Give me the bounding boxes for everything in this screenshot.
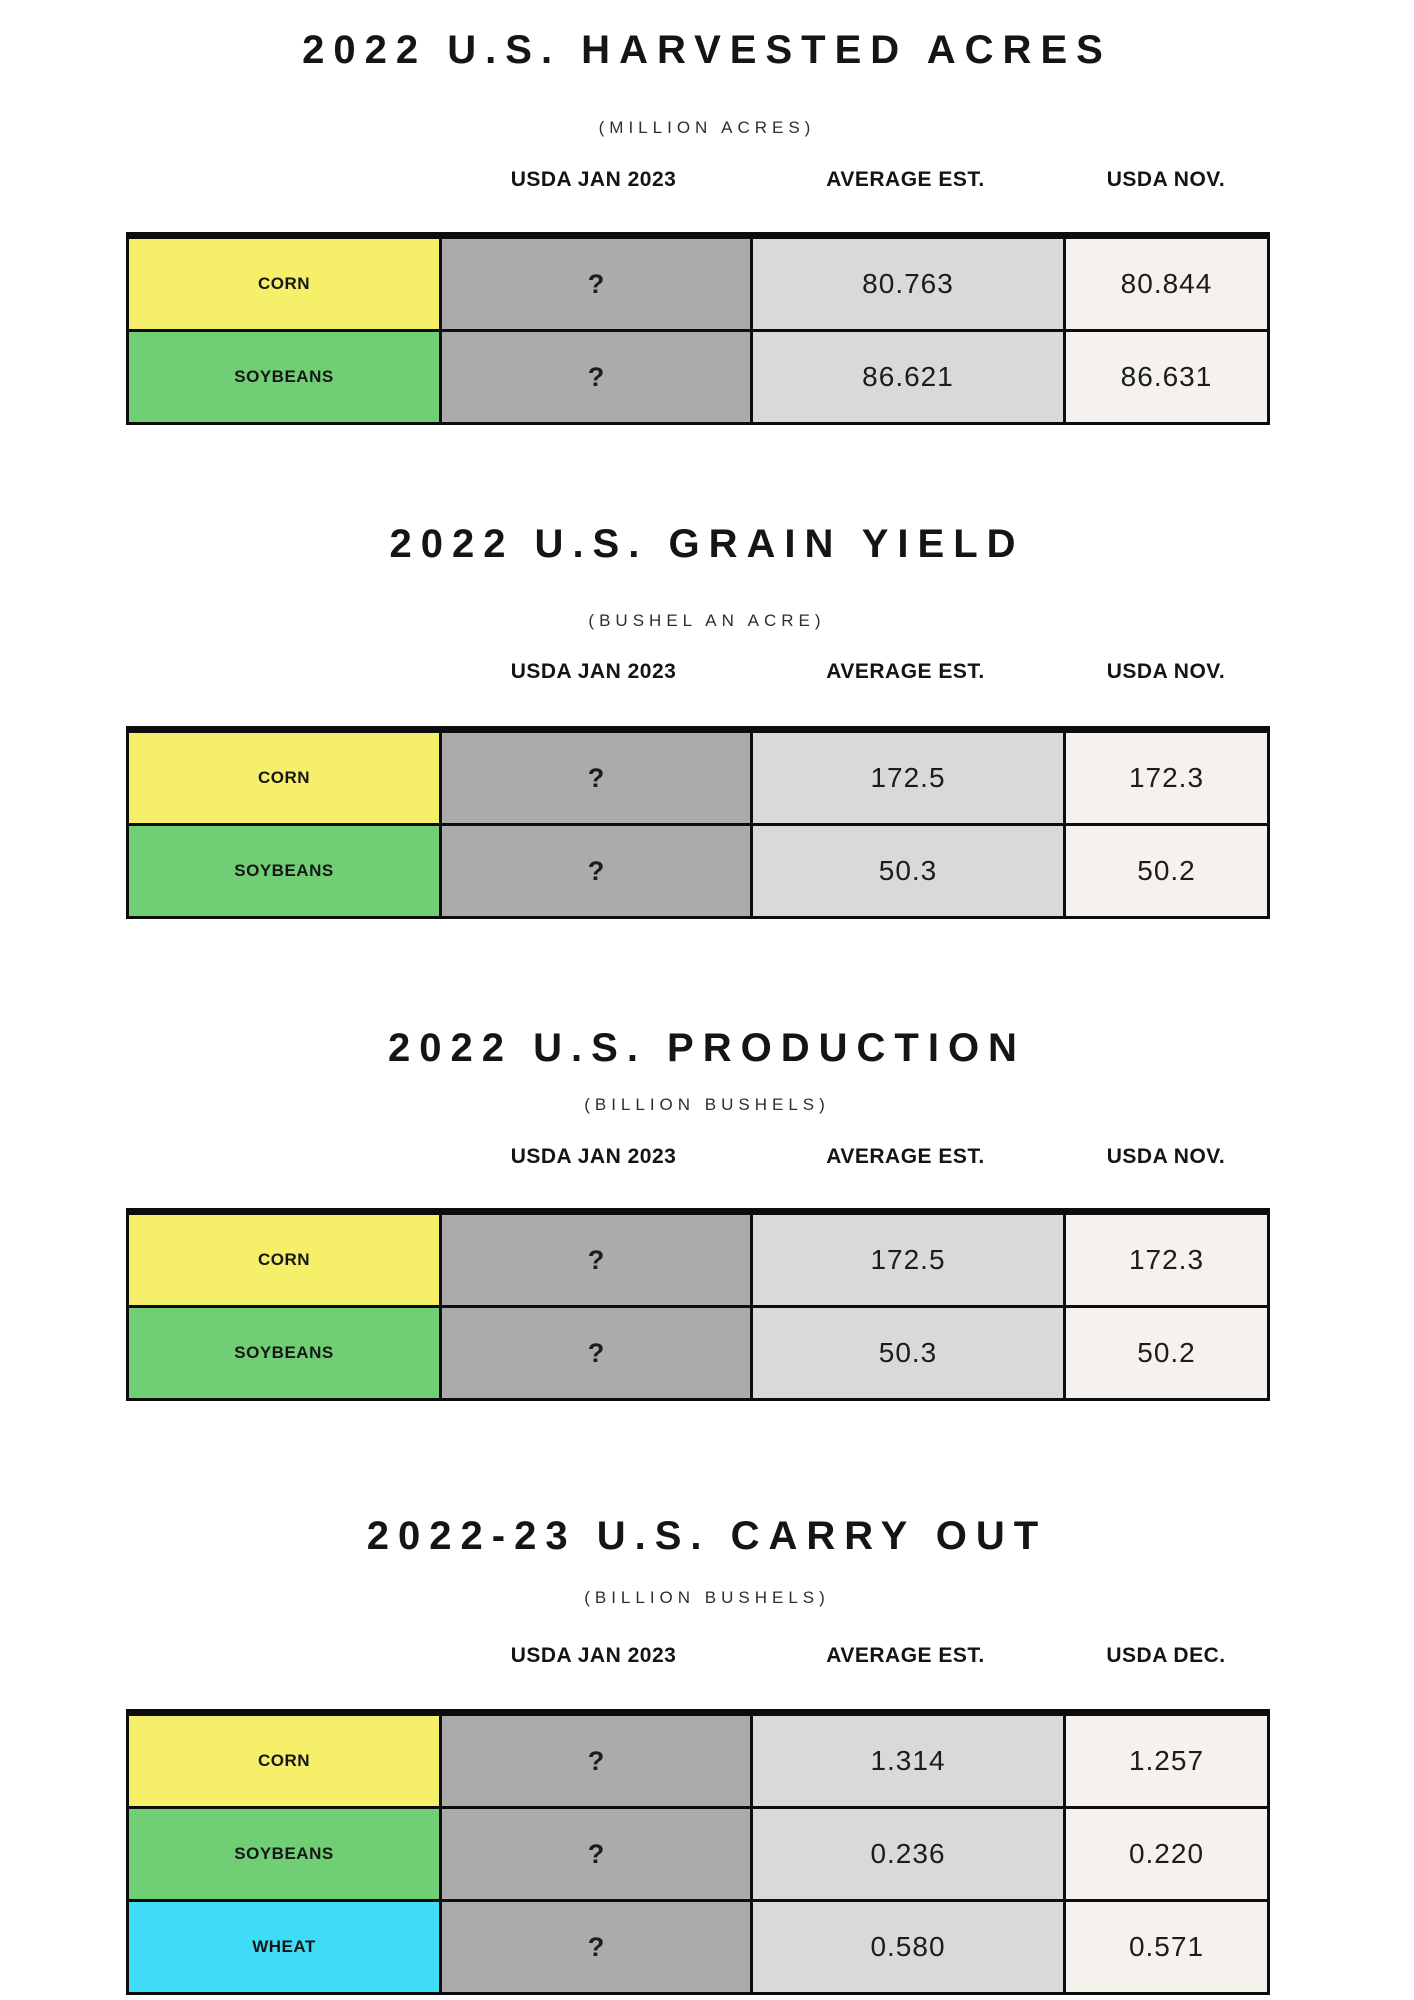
table-row: CORN? 80.763 80.844 <box>129 239 1267 329</box>
table-row: WHEAT? 0.580 0.571 <box>129 1902 1267 1992</box>
column-header-spacer <box>126 1644 438 1668</box>
column-header: AVERAGE EST. <box>826 168 985 191</box>
column-header: USDA JAN 2023 <box>510 1145 677 1168</box>
column-header: USDA DEC. <box>1106 1644 1226 1667</box>
section-subtitle: (MILLION ACRES) <box>598 118 816 137</box>
commodity-label-cell: WHEAT <box>129 1902 439 1992</box>
usda-report-cell: 172.3 <box>1066 1215 1267 1305</box>
table-row: CORN? 172.5 172.3 <box>129 1215 1267 1305</box>
usda-report-cell: 0.220 <box>1066 1809 1267 1899</box>
usda-report-cell: 50.2 <box>1066 826 1267 916</box>
average-est-cell: 50.3 <box>753 1308 1063 1398</box>
average-est-cell: 86.621 <box>753 332 1063 422</box>
column-header: USDA NOV. <box>1106 168 1226 191</box>
section-title: 2022 U.S. HARVESTED ACRES <box>302 28 1112 72</box>
usda-report-cell: 86.631 <box>1066 332 1267 422</box>
section-subtitle: (BUSHEL AN ACRE) <box>588 611 826 630</box>
usda-report-cell: 80.844 <box>1066 239 1267 329</box>
commodity-label-cell: SOYBEANS <box>129 1809 439 1899</box>
commodity-label-cell: CORN <box>129 239 439 329</box>
table-row: SOYBEANS? 50.3 50.2 <box>129 826 1267 916</box>
usda-jan-2023-cell: ? <box>442 332 750 422</box>
column-header: USDA NOV. <box>1106 1145 1226 1168</box>
usda-jan-2023-cell: ? <box>442 733 750 823</box>
column-header-row: USDA JAN 2023 AVERAGE EST. USDA NOV. <box>126 660 1270 684</box>
usda-report-cell: 172.3 <box>1066 733 1267 823</box>
column-header-row: USDA JAN 2023 AVERAGE EST. USDA DEC. <box>126 1644 1270 1668</box>
column-header: AVERAGE EST. <box>826 660 985 683</box>
table-row: CORN? 1.314 1.257 <box>129 1716 1267 1806</box>
usda-jan-2023-cell: ? <box>442 1809 750 1899</box>
section-title: 2022 U.S. GRAIN YIELD <box>389 522 1025 566</box>
column-header-spacer <box>126 660 438 684</box>
column-header: USDA JAN 2023 <box>510 660 677 683</box>
usda-jan-2023-cell: ? <box>442 826 750 916</box>
average-est-cell: 0.236 <box>753 1809 1063 1899</box>
column-header-spacer <box>126 168 438 192</box>
average-est-cell: 0.580 <box>753 1902 1063 1992</box>
commodity-label-cell: CORN <box>129 1716 439 1806</box>
usda-jan-2023-cell: ? <box>442 1902 750 1992</box>
column-header: USDA JAN 2023 <box>510 168 677 191</box>
average-est-cell: 80.763 <box>753 239 1063 329</box>
table-row: SOYBEANS? 50.3 50.2 <box>129 1308 1267 1398</box>
usda-report-cell: 0.571 <box>1066 1902 1267 1992</box>
average-est-cell: 50.3 <box>753 826 1063 916</box>
average-est-cell: 1.314 <box>753 1716 1063 1806</box>
table-row: CORN? 172.5 172.3 <box>129 733 1267 823</box>
data-table: CORN? 80.763 80.844 SOYBEANS? 86.621 86.631 <box>126 232 1270 425</box>
column-header-row: USDA JAN 2023 AVERAGE EST. USDA NOV. <box>126 168 1270 192</box>
column-header-spacer <box>126 1145 438 1169</box>
commodity-label-cell: SOYBEANS <box>129 1308 439 1398</box>
usda-jan-2023-cell: ? <box>442 1215 750 1305</box>
section-subtitle: (BILLION BUSHELS) <box>584 1588 830 1607</box>
column-header-row: USDA JAN 2023 AVERAGE EST. USDA NOV. <box>126 1145 1270 1169</box>
data-table: CORN? 1.314 1.257 SOYBEANS? 0.236 0.220 WHEAT?… <box>126 1709 1270 1995</box>
table-row: SOYBEANS? 0.236 0.220 <box>129 1809 1267 1899</box>
section-subtitle: (BILLION BUSHELS) <box>584 1095 830 1114</box>
commodity-label-cell: CORN <box>129 733 439 823</box>
commodity-label-cell: CORN <box>129 1215 439 1305</box>
column-header: USDA NOV. <box>1106 660 1226 683</box>
usda-jan-2023-cell: ? <box>442 1716 750 1806</box>
section-title: 2022-23 U.S. CARRY OUT <box>366 1514 1048 1558</box>
average-est-cell: 172.5 <box>753 733 1063 823</box>
data-table: CORN? 172.5 172.3 SOYBEANS? 50.3 50.2 <box>126 1208 1270 1401</box>
commodity-label-cell: SOYBEANS <box>129 826 439 916</box>
section-title: 2022 U.S. PRODUCTION <box>388 1026 1026 1070</box>
usda-report-cell: 50.2 <box>1066 1308 1267 1398</box>
usda-report-cell: 1.257 <box>1066 1716 1267 1806</box>
column-header: AVERAGE EST. <box>826 1644 985 1667</box>
table-row: SOYBEANS? 86.621 86.631 <box>129 332 1267 422</box>
average-est-cell: 172.5 <box>753 1215 1063 1305</box>
usda-jan-2023-cell: ? <box>442 1308 750 1398</box>
data-table: CORN? 172.5 172.3 SOYBEANS? 50.3 50.2 <box>126 726 1270 919</box>
column-header: AVERAGE EST. <box>826 1145 985 1168</box>
column-header: USDA JAN 2023 <box>510 1644 677 1667</box>
commodity-label-cell: SOYBEANS <box>129 332 439 422</box>
usda-jan-2023-cell: ? <box>442 239 750 329</box>
